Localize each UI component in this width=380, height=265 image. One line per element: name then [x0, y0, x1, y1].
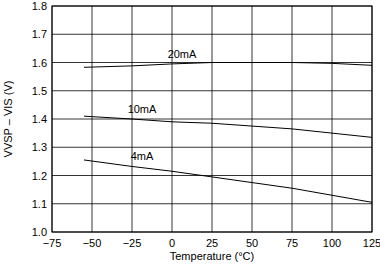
y-tick-label: 1.1 — [32, 198, 47, 210]
y-tick-label: 1.4 — [32, 113, 47, 125]
y-tick-label: 1.7 — [32, 28, 47, 40]
plot-frame — [52, 6, 372, 232]
x-tick-label: −25 — [123, 237, 142, 249]
x-tick-label: 75 — [286, 237, 298, 249]
y-tick-label: 1.2 — [32, 170, 47, 182]
grid — [52, 6, 372, 232]
series-label: 10mA — [128, 103, 157, 115]
x-tick-label: 0 — [169, 237, 175, 249]
series-line — [84, 160, 372, 202]
chart: −75 −50 −25 0 25 50 75 100 125 1.0 1.1 1.2 1.3 1.4 1.5… — [0, 0, 380, 265]
y-grid-line — [52, 175, 372, 176]
y-grid-line — [52, 90, 372, 91]
x-axis-title: Temperature (°C) — [170, 250, 254, 262]
x-tick-label: −75 — [43, 237, 62, 249]
series-line — [84, 63, 372, 68]
y-axis-title: VVSP – VIS (V) — [2, 81, 14, 158]
y-grid-line — [52, 147, 372, 148]
y-tick-label: 1.3 — [32, 141, 47, 153]
x-tick-label: 100 — [323, 237, 341, 249]
x-tick-label: 25 — [206, 237, 218, 249]
y-grid-line — [52, 119, 372, 120]
series-line — [84, 116, 372, 137]
y-grid-line — [52, 203, 372, 204]
series-label: 4mA — [131, 150, 154, 162]
series-label: 20mA — [168, 48, 197, 60]
y-tick-label: 1.6 — [32, 57, 47, 69]
y-tick-label: 1.0 — [32, 226, 47, 238]
x-tick-label: −50 — [83, 237, 102, 249]
y-tick-label: 1.8 — [32, 0, 47, 12]
x-tick-label: 125 — [363, 237, 380, 249]
series-lines — [84, 63, 372, 203]
y-grid-line — [52, 34, 372, 35]
x-tick-label: 50 — [246, 237, 258, 249]
y-tick-label: 1.5 — [32, 85, 47, 97]
